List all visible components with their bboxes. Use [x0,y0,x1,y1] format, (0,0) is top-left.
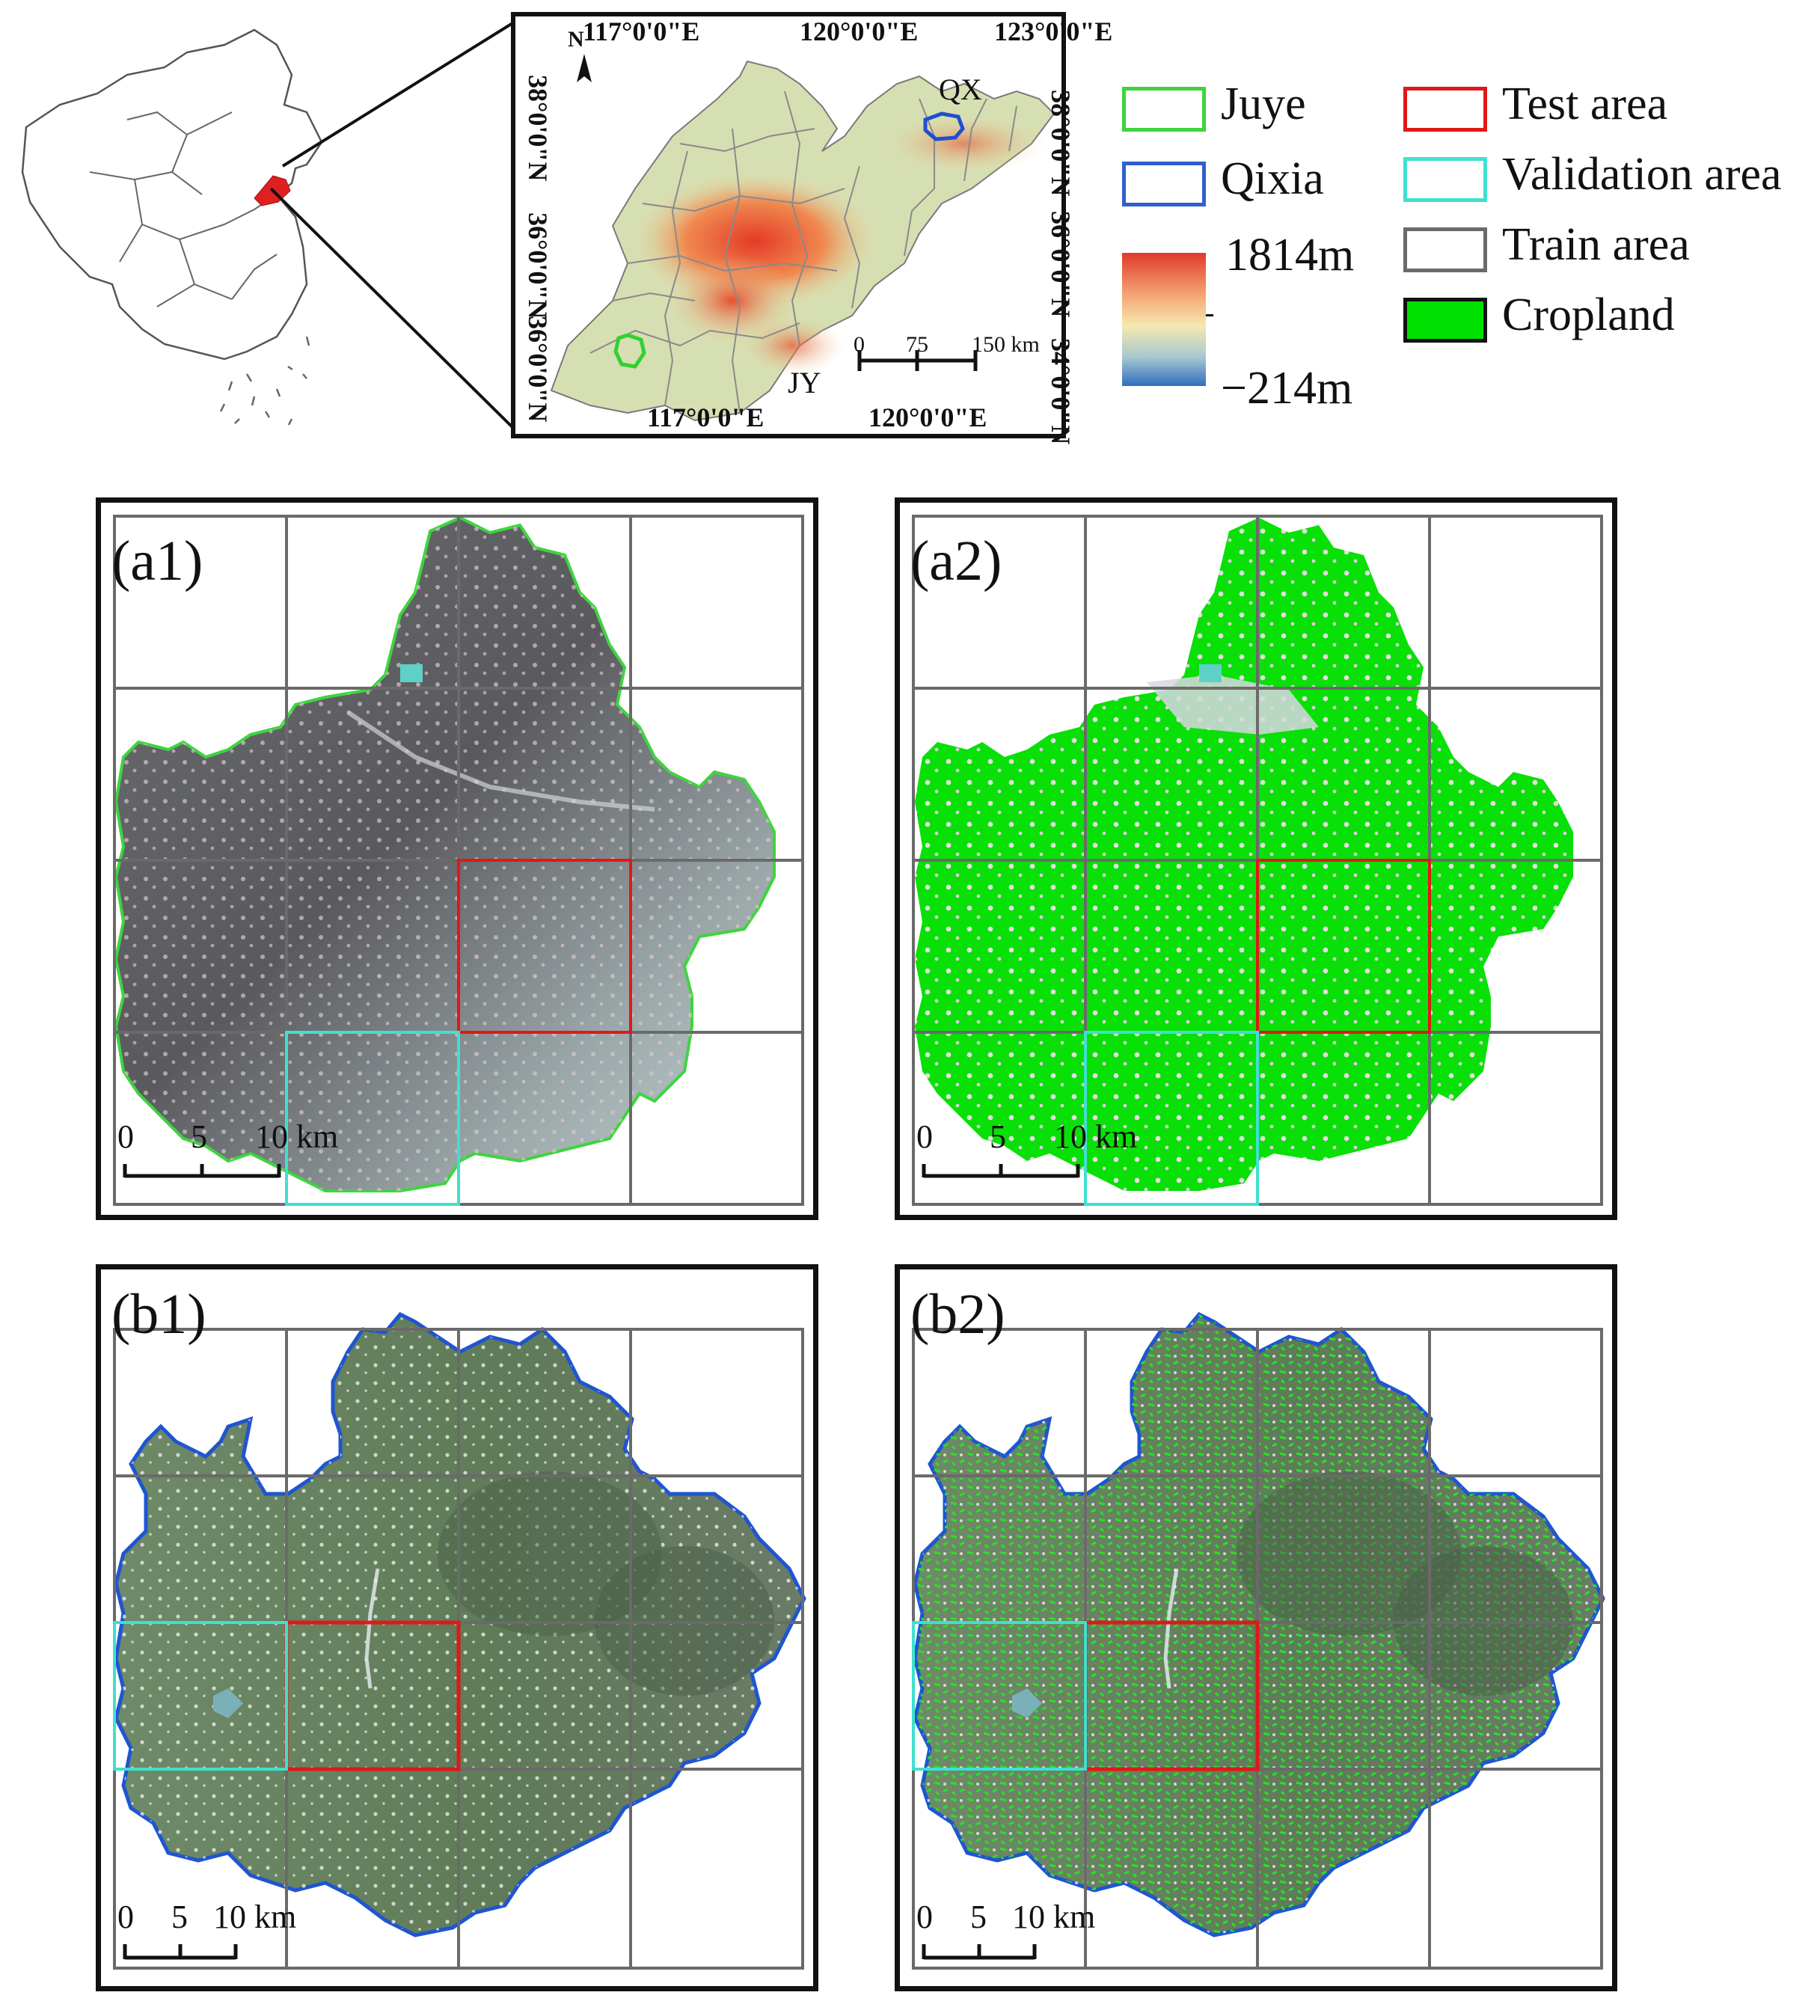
legend-swatch-train-area [1403,227,1487,272]
colorbar-tick [1206,314,1213,316]
legend-swatch-cropland [1403,298,1487,343]
overview-coord-top-1: 117°0'0"E [583,16,700,46]
china-inset-map [7,22,337,441]
legend-label-validation-area: Validation area [1502,149,1782,200]
scale-a1-10: 10 km [255,1118,339,1155]
scale-b2-5: 5 [970,1899,987,1935]
scale-a1-0: 0 [117,1118,134,1155]
legend-label-train-area: Train area [1502,219,1690,270]
overview-coord-left-3: 36°0'0"N [523,316,553,423]
overview-coord-left-1: 38°0'0"N [523,75,553,182]
legend-swatch-test-area [1403,87,1487,132]
scale-b2-10: 10 km [1012,1899,1096,1935]
juye-imagery-map [114,515,776,1192]
overview-coord-top-3: 123°0'0"E [994,16,1113,46]
scale-b2-0: 0 [916,1899,933,1935]
site-label-qx: QX [939,73,982,106]
panel-label-a1: (a1) [111,530,203,592]
china-outline-icon [21,28,323,426]
scale-b1-5: 5 [171,1899,188,1935]
legend-label-qixia: Qixia [1221,153,1324,204]
overview-coord-right-3: 34°0'0"N [1046,338,1076,445]
legend-label-test-area: Test area [1502,79,1668,129]
elevation-min-label: −214m [1221,363,1353,414]
overview-scale-75: 75 [906,332,928,357]
legend-swatch-juye [1122,87,1206,132]
panel-b2: (b2) 0 5 10 km [895,1264,1617,1991]
panel-label-a2: (a2) [910,530,1002,592]
north-arrow-label: N [568,27,584,52]
overview-coord-right-2: 36°0'0"N [1046,211,1076,318]
scale-b1-10: 10 km [213,1899,297,1935]
legend-label-cropland: Cropland [1502,289,1675,340]
overview-coord-right-1: 38°0'0"N [1046,90,1076,197]
overview-scale-0: 0 [854,332,865,357]
scale-a2-0: 0 [916,1118,933,1155]
overview-scale-150: 150 km [972,332,1040,357]
panel-label-b2: (b2) [910,1283,1005,1346]
overview-coord-bottom-1: 117°0'0"E [647,402,765,432]
overview-coord-top-2: 120°0'0"E [800,16,919,46]
site-label-jy: JY [788,366,821,399]
elevation-colorbar [1122,253,1206,386]
panel-label-b1: (b1) [111,1283,206,1346]
panel-a2: (a2) 0 5 10 km [895,497,1617,1220]
grid-overlay-a1 [113,515,804,1206]
legend-swatch-qixia [1122,162,1206,206]
overview-map-frame: 117°0'0"E 120°0'0"E 123°0'0"E 117°0'0"E … [511,12,1112,438]
overview-coord-bottom-2: 120°0'0"E [868,402,987,432]
elevation-max-label: 1814m [1225,230,1355,281]
shandong-elevation-map [550,54,1055,422]
grid-overlay-a2 [912,515,1603,1206]
grid-overlay-b1 [113,1328,804,1970]
scale-a1-5: 5 [191,1118,207,1155]
grid-overlay-b2 [912,1328,1603,1970]
overview-coord-left-2: 36°0'0"N [523,212,553,319]
legend-swatch-validation-area [1403,157,1487,202]
scale-a2-5: 5 [990,1118,1006,1155]
scale-b1-0: 0 [117,1899,134,1935]
scale-a2-10: 10 km [1054,1118,1138,1155]
inset-connector-lines [269,19,518,432]
legend: Juye Qixia Test area Validation area Tra… [1122,75,1818,419]
panel-b1: (b1) 0 5 10 km [96,1264,818,1991]
panel-a1: (a1) 0 5 10 km [96,497,818,1220]
legend-label-juye: Juye [1221,79,1306,129]
